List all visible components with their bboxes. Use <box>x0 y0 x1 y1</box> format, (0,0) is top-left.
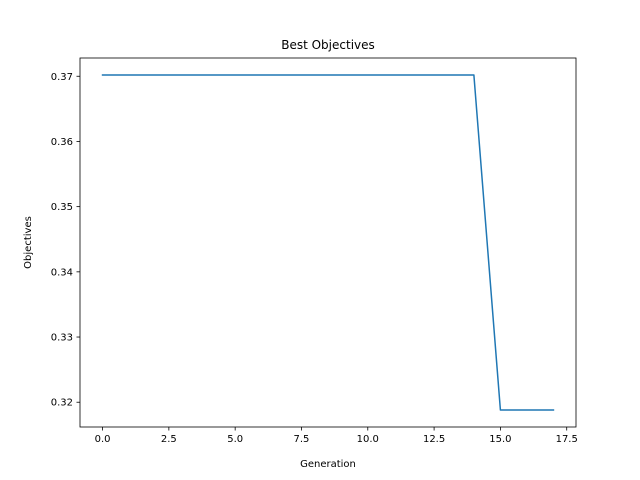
x-tick-label: 15.0 <box>489 434 511 445</box>
plot-area <box>101 74 555 411</box>
y-axis: 0.32 0.33 0.34 0.35 0.36 0.37 <box>51 72 80 409</box>
series-line <box>101 74 555 411</box>
x-axis: 0.0 2.5 5.0 7.5 10.0 12.5 15.0 17.5 <box>95 427 578 445</box>
chart-title: Best Objectives <box>281 38 375 52</box>
x-tick-label: 12.5 <box>423 434 445 445</box>
x-axis-label: Generation <box>300 459 356 470</box>
x-tick-label: 10.0 <box>357 434 379 445</box>
y-tick-label: 0.35 <box>51 202 73 213</box>
y-tick-label: 0.36 <box>51 137 73 148</box>
y-tick-label: 0.34 <box>51 267 73 278</box>
x-tick-label: 2.5 <box>161 434 177 445</box>
y-tick-label: 0.33 <box>51 333 73 344</box>
x-tick-label: 17.5 <box>556 434 578 445</box>
x-tick-label: 5.0 <box>227 434 243 445</box>
x-tick-label: 7.5 <box>294 434 310 445</box>
y-axis-label: Objectives <box>23 216 34 269</box>
y-tick-label: 0.32 <box>51 398 73 409</box>
y-tick-label: 0.37 <box>51 72 73 83</box>
axes-frame <box>79 57 577 428</box>
x-tick-label: 0.0 <box>95 434 111 445</box>
